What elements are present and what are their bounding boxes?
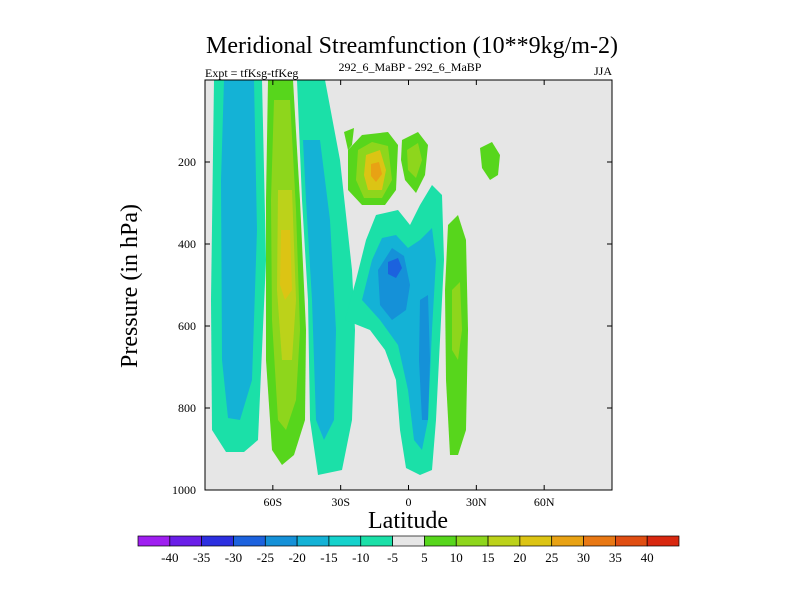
- chart-subtitle-left: Expt = tfKsg-tfKeg: [205, 66, 298, 80]
- contour-tropical-negative-column: [419, 295, 430, 420]
- y-tick-label: 600: [178, 319, 196, 333]
- contour-sh-negative-inner: [221, 80, 257, 420]
- colorbar-swatch: [551, 535, 584, 547]
- colorbar-label: 25: [545, 550, 558, 565]
- colorbar-label: 20: [513, 550, 526, 565]
- y-axis-label: Pressure (in hPa): [117, 204, 143, 368]
- colorbar-swatch: [233, 535, 266, 547]
- colorbar-swatch: [455, 535, 489, 547]
- colorbar-label: -25: [257, 550, 274, 565]
- colorbar-swatch: [328, 535, 362, 547]
- contour-nh-upper-positive: [480, 142, 500, 180]
- colorbar-swatch: [169, 535, 202, 547]
- colorbar-swatch: [519, 535, 553, 547]
- chart-title: Meridional Streamfunction (10**9kg/m-2): [206, 33, 618, 59]
- colorbar-label: 35: [609, 550, 622, 565]
- colorbar-label: -10: [352, 550, 369, 565]
- y-tick-label: 200: [178, 155, 196, 169]
- contour-sh2-negative-inner: [303, 140, 336, 440]
- contour-upper-positive-tail: [344, 128, 354, 150]
- colorbar-swatch: [360, 535, 393, 547]
- x-axis-label: Latitude: [368, 508, 448, 534]
- colorbar-label: -15: [320, 550, 337, 565]
- colorbar-swatch: [264, 535, 298, 547]
- colorbar-swatch: [646, 535, 680, 547]
- colorbar-label: 5: [421, 550, 428, 565]
- colorbar-label: -30: [225, 550, 242, 565]
- contour-tropical-negative-mb: [378, 248, 410, 320]
- colorbar-swatch: [137, 535, 171, 547]
- y-tick-label: 1000: [172, 483, 196, 497]
- colorbar-label: 30: [577, 550, 590, 565]
- contour-nh-positive-core: [452, 282, 462, 360]
- contour-equator-positive-core: [407, 143, 422, 178]
- colorbar-label: 10: [450, 550, 463, 565]
- colorbar-swatch: [201, 535, 234, 547]
- x-tick-label: 30S: [331, 495, 350, 509]
- contour-sh-positive-peak: [280, 230, 292, 300]
- x-tick-label: 30N: [466, 495, 487, 509]
- colorbar-label: -20: [288, 550, 305, 565]
- chart-subtitle-right: JJA: [594, 64, 612, 78]
- x-tick-label: 0: [406, 495, 412, 509]
- colorbar-label: 40: [641, 550, 654, 565]
- colorbar-label: -5: [387, 550, 398, 565]
- contour-upper-positive-peak: [371, 162, 382, 182]
- chart-subtitle-center: 292_6_MaBP - 292_6_MaBP: [339, 60, 482, 74]
- contour-tropical-negative-core: [388, 258, 402, 278]
- colorbar: -40 -35 -30 -25 -20 -15 -10 -5 5 10 15 20 25 30 35 40: [137, 535, 680, 565]
- colorbar-swatch: [392, 535, 425, 547]
- colorbar-swatch: [615, 535, 648, 547]
- colorbar-label: 15: [482, 550, 495, 565]
- x-tick-label: 60N: [534, 495, 555, 509]
- y-tick-label: 400: [178, 237, 196, 251]
- colorbar-label: -40: [161, 550, 178, 565]
- y-tick-label: 800: [178, 401, 196, 415]
- colorbar-swatch: [296, 535, 330, 547]
- colorbar-label: -35: [193, 550, 210, 565]
- colorbar-swatch: [487, 535, 521, 547]
- colorbar-swatch: [424, 535, 457, 547]
- plot-area: 60S 30S 0 30N 60N 200 400 600 800 1000: [172, 79, 613, 509]
- colorbar-swatch: [583, 535, 616, 547]
- x-tick-label: 60S: [263, 495, 282, 509]
